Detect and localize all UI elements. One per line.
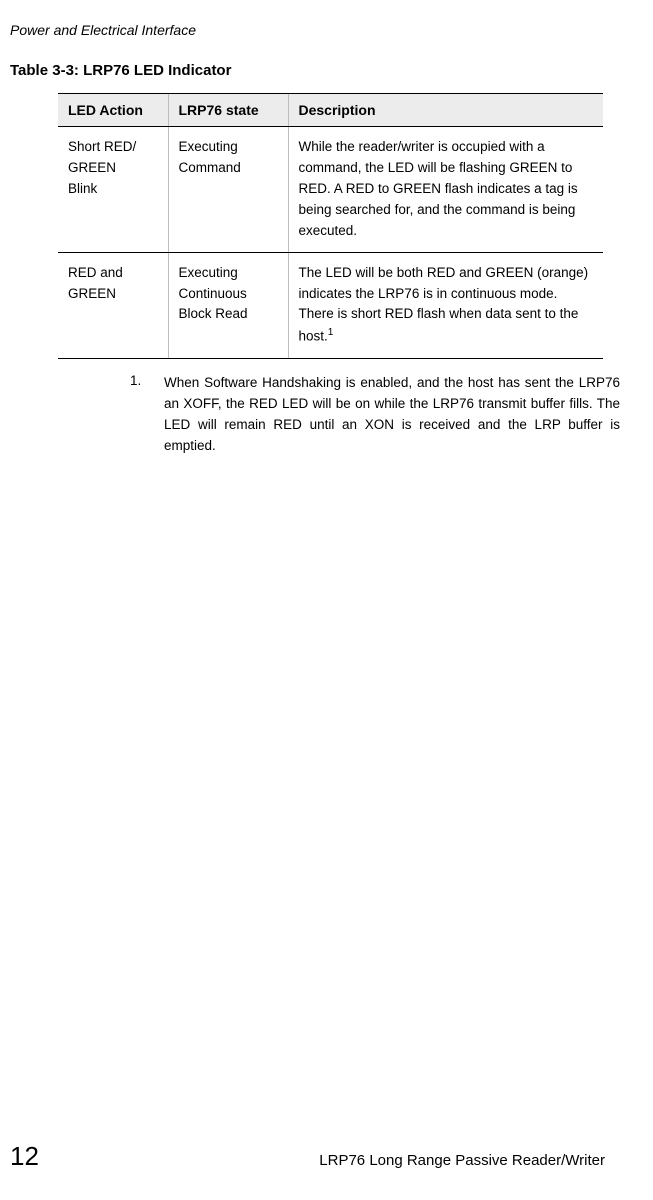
footnote-ref: 1: [328, 327, 334, 338]
table-wrapper: LED Action LRP76 state Description Short…: [58, 93, 605, 456]
footnote-text: When Software Handshaking is enabled, an…: [164, 373, 620, 457]
footnote-block: 1. When Software Handshaking is enabled,…: [130, 373, 620, 457]
doc-title: LRP76 Long Range Passive Reader/Writer: [319, 1152, 605, 1169]
page-number: 12: [10, 1141, 39, 1172]
cell-state: ExecutingContinuousBlock Read: [168, 252, 288, 358]
led-indicator-table: LED Action LRP76 state Description Short…: [58, 93, 603, 359]
col-header-desc: Description: [288, 94, 603, 127]
desc-text: The LED will be both RED and GREEN (oran…: [299, 265, 589, 344]
table-row: RED andGREEN ExecutingContinuousBlock Re…: [58, 252, 603, 358]
table-caption: Table 3-3: LRP76 LED Indicator: [10, 62, 605, 79]
cell-action: RED andGREEN: [58, 252, 168, 358]
footnote-number: 1.: [130, 373, 144, 457]
cell-desc: While the reader/writer is occupied with…: [288, 127, 603, 253]
col-header-action: LED Action: [58, 94, 168, 127]
page-footer: 12 LRP76 Long Range Passive Reader/Write…: [10, 1141, 605, 1172]
cell-desc: The LED will be both RED and GREEN (oran…: [288, 252, 603, 358]
section-header: Power and Electrical Interface: [10, 22, 605, 38]
col-header-state: LRP76 state: [168, 94, 288, 127]
cell-action: Short RED/GREENBlink: [58, 127, 168, 253]
cell-state: ExecutingCommand: [168, 127, 288, 253]
table-row: Short RED/GREENBlink ExecutingCommand Wh…: [58, 127, 603, 253]
table-header-row: LED Action LRP76 state Description: [58, 94, 603, 127]
